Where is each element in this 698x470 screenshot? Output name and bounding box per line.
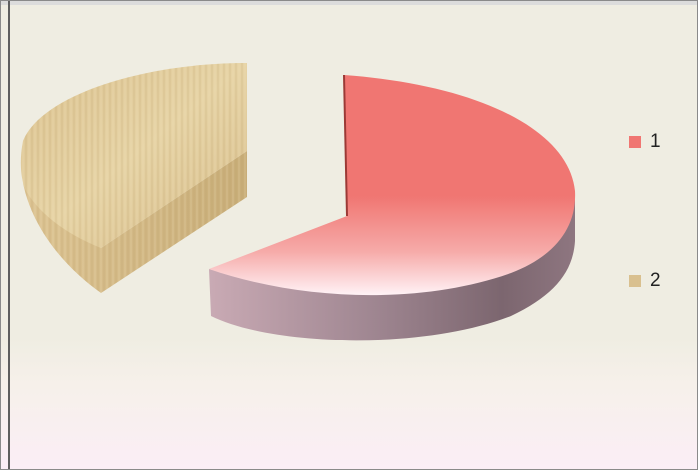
frame-top-edge xyxy=(1,1,697,5)
slice-2-group xyxy=(20,63,248,293)
slice-1 xyxy=(209,75,576,296)
legend-swatch-1 xyxy=(629,136,641,148)
slice-2-grain xyxy=(20,63,248,248)
legend-item-2: 2 xyxy=(629,270,661,292)
frame-left-edge xyxy=(8,1,10,469)
slice-1-side xyxy=(209,191,575,341)
slice-1-group xyxy=(209,74,576,341)
legend-label-2: 2 xyxy=(650,270,661,291)
slice-1-cut-edge xyxy=(343,74,348,217)
slice-2-side-grain xyxy=(23,151,247,293)
legend-item-1: 1 xyxy=(629,131,661,153)
legend-swatch-2 xyxy=(629,275,641,287)
legend-label-1: 1 xyxy=(650,131,661,152)
